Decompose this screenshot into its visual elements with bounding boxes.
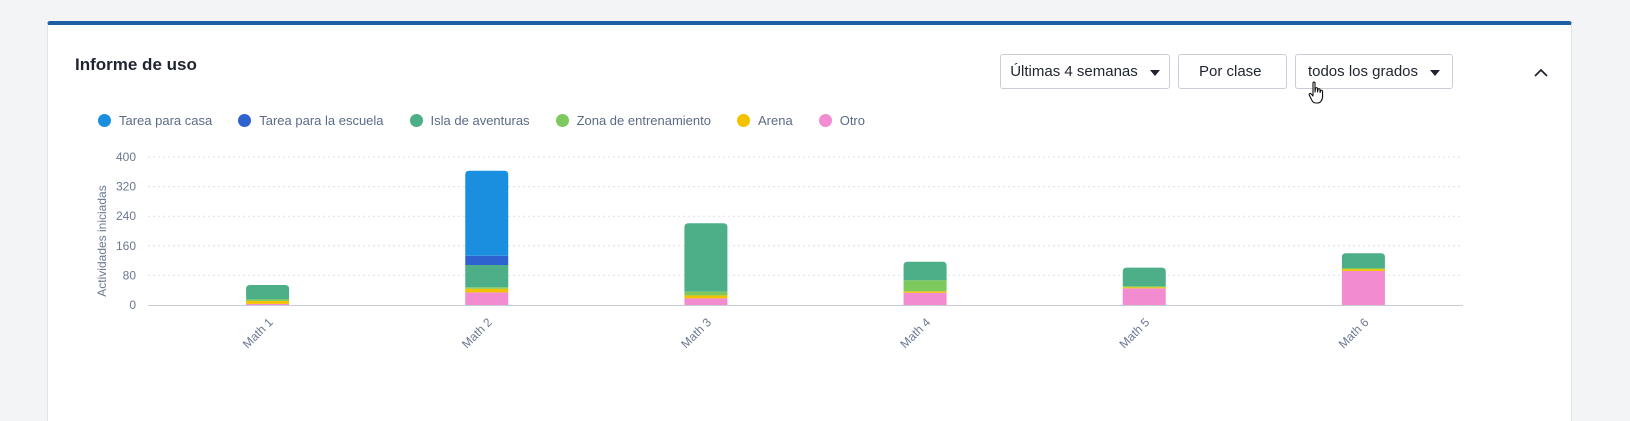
card-title: Informe de uso [75,55,197,74]
y-tick-label: 240 [116,209,136,223]
legend-swatch [98,114,111,127]
legend-swatch [818,114,832,127]
x-tick-label: Math 2 [459,315,495,351]
x-tick-label: Math 1 [240,315,276,351]
bar-segment [684,291,728,296]
bar-segment [1341,253,1385,268]
group-by-dropdown[interactable]: Por clase [1178,54,1287,89]
bar-segment [246,303,290,305]
group-by-label: Por clase [1199,63,1262,80]
bar-segment [903,292,947,305]
legend-swatch [555,114,569,127]
usage-report-card: Informe de uso Últimas 4 semanas Por cla… [47,21,1572,421]
caret-down-icon [1149,69,1160,76]
legend-label: Arena [758,113,793,128]
x-tick-label: Math 5 [1117,315,1153,351]
bar-segment [903,280,947,292]
bar-segment [246,285,290,300]
date-range-label: Últimas 4 semanas [1010,63,1138,80]
bar-segment [903,291,947,293]
y-tick-label: 160 [116,239,136,253]
bar-segment [246,300,290,304]
y-tick-label: 0 [129,298,136,312]
bar-segment [1341,269,1385,271]
stacked-bar-chart: 0 80 160 240 320 400 Actividades iniciadas Math… [95,150,1463,351]
bar-segment [684,223,728,292]
y-tick-label: 80 [123,268,137,282]
collapse-button[interactable] [1528,59,1554,85]
legend-item[interactable]: Tarea para la escuela [238,113,384,128]
chevron-up-icon [1534,68,1548,77]
bar-segment [465,170,509,256]
legend-item[interactable]: Tarea para casa [98,113,212,128]
bar-segment [1122,286,1166,288]
y-tick-label: 320 [116,180,136,194]
bar-segment [465,288,509,293]
x-tick-label: Math 3 [678,315,714,351]
bar-segment [1122,287,1166,289]
legend-item[interactable]: Otro [818,113,865,128]
y-axis-label: Actividades iniciadas [95,185,109,296]
legend-swatch [409,114,423,127]
bar-segment [684,298,728,305]
x-tick-label: Math 4 [897,315,933,351]
bar-segment [1341,268,1385,270]
legend-swatch [238,114,252,127]
chart-legend: Tarea para casa Tarea para la escuela Isla… [98,113,891,128]
x-tick-label: Math 6 [1336,315,1372,351]
grade-label: todos los grados [1307,63,1419,80]
bar-segment [903,261,947,281]
bar-segment [465,255,509,266]
bar-segment [684,295,728,299]
legend-item[interactable]: Arena [737,113,793,128]
bar-segment [465,292,509,305]
hand-pointer-icon [1308,81,1326,110]
bar-segment [1341,270,1385,305]
bar-segment [1122,267,1166,287]
legend-label: Otro [839,113,865,128]
legend-label: Isla de aventuras [430,113,530,128]
caret-down-icon [1430,69,1441,76]
legend-item[interactable]: Zona de entrenamiento [555,113,711,128]
legend-label: Tarea para la escuela [259,113,384,128]
bar-segment [465,265,509,288]
grade-dropdown[interactable]: todos los grados [1295,54,1453,89]
legend-item[interactable]: Isla de aventuras [409,113,530,128]
bar-segment [1122,288,1166,305]
date-range-dropdown[interactable]: Últimas 4 semanas [1000,54,1170,89]
bar-segment [465,287,509,289]
legend-swatch [737,114,750,127]
y-tick-label: 400 [116,150,136,164]
legend-label: Zona de entrenamiento [576,113,711,128]
bar-segment [246,299,290,301]
legend-label: Tarea para casa [119,113,213,128]
